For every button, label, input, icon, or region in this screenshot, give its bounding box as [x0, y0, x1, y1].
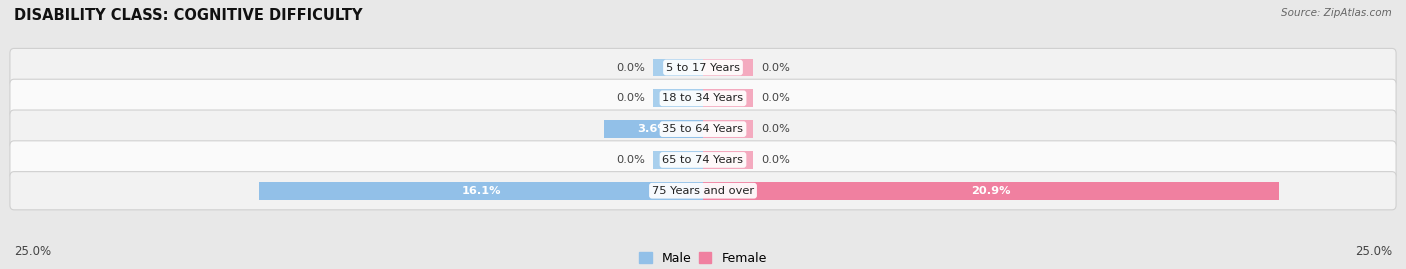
Text: 35 to 64 Years: 35 to 64 Years — [662, 124, 744, 134]
Bar — [603, 120, 703, 138]
Bar — [703, 120, 752, 138]
Text: 0.0%: 0.0% — [616, 93, 645, 103]
Text: 0.0%: 0.0% — [616, 155, 645, 165]
Text: Source: ZipAtlas.com: Source: ZipAtlas.com — [1281, 8, 1392, 18]
Bar — [654, 151, 703, 169]
Text: 0.0%: 0.0% — [761, 62, 790, 73]
Text: 0.0%: 0.0% — [761, 124, 790, 134]
FancyBboxPatch shape — [10, 48, 1396, 87]
Bar — [703, 182, 1279, 200]
Bar — [703, 151, 752, 169]
Text: DISABILITY CLASS: COGNITIVE DIFFICULTY: DISABILITY CLASS: COGNITIVE DIFFICULTY — [14, 8, 363, 23]
FancyBboxPatch shape — [10, 110, 1396, 148]
Text: 75 Years and over: 75 Years and over — [652, 186, 754, 196]
FancyBboxPatch shape — [10, 141, 1396, 179]
Text: 20.9%: 20.9% — [972, 186, 1011, 196]
Bar — [654, 59, 703, 76]
Text: 65 to 74 Years: 65 to 74 Years — [662, 155, 744, 165]
Text: 18 to 34 Years: 18 to 34 Years — [662, 93, 744, 103]
Text: 25.0%: 25.0% — [14, 245, 51, 258]
Bar — [259, 182, 703, 200]
Text: 0.0%: 0.0% — [761, 155, 790, 165]
Bar — [654, 89, 703, 107]
Text: 3.6%: 3.6% — [637, 124, 669, 134]
Text: 5 to 17 Years: 5 to 17 Years — [666, 62, 740, 73]
Text: 0.0%: 0.0% — [761, 93, 790, 103]
Bar — [703, 89, 752, 107]
Legend: Male, Female: Male, Female — [640, 252, 766, 265]
Text: 0.0%: 0.0% — [616, 62, 645, 73]
FancyBboxPatch shape — [10, 79, 1396, 117]
Text: 25.0%: 25.0% — [1355, 245, 1392, 258]
Bar — [703, 59, 752, 76]
Text: 16.1%: 16.1% — [461, 186, 501, 196]
FancyBboxPatch shape — [10, 172, 1396, 210]
